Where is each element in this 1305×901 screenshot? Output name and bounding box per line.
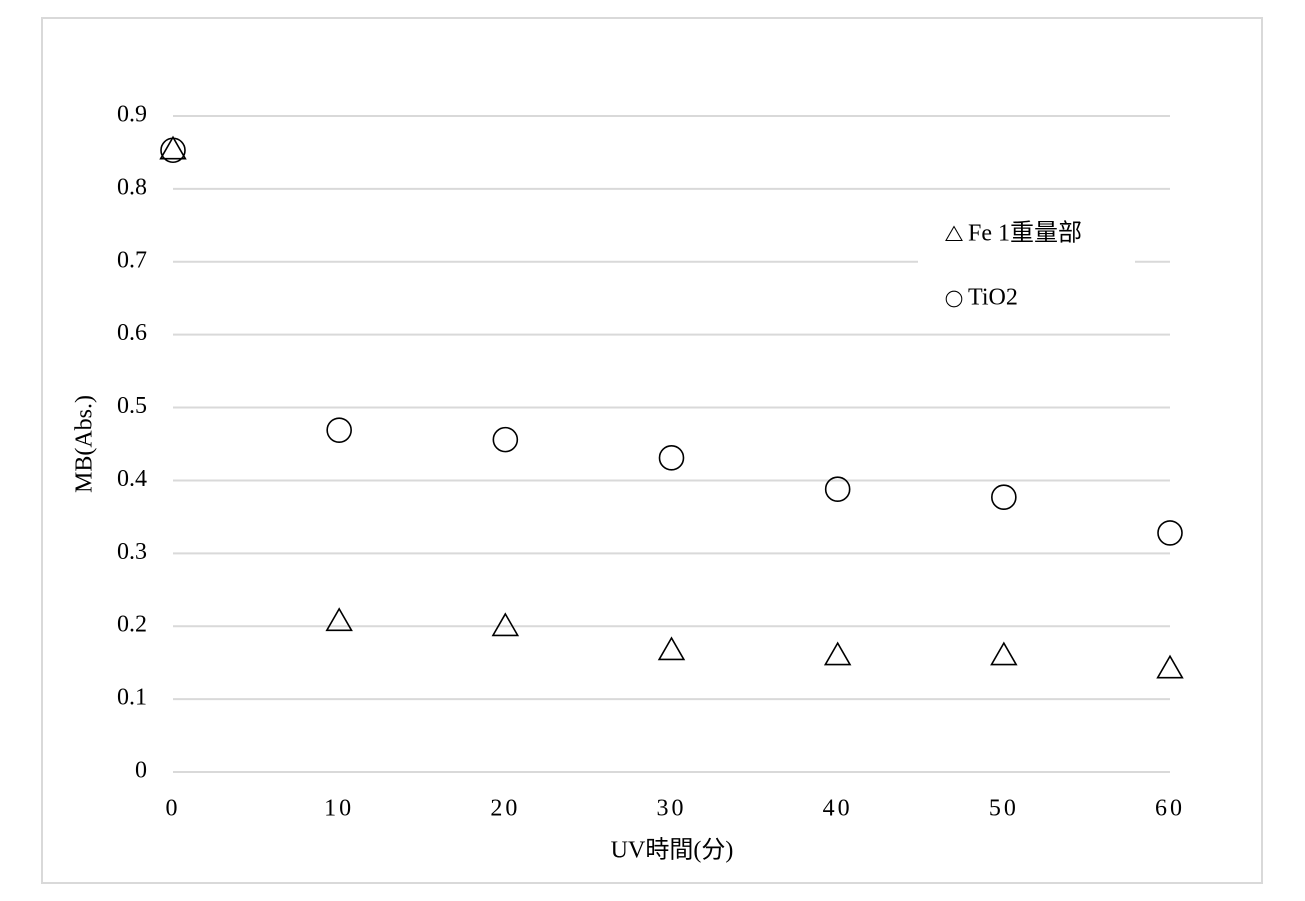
x-tick-label: 50 (989, 796, 1019, 822)
chart-border (42, 18, 1262, 883)
y-tick-label: 0.5 (117, 393, 147, 419)
y-axis-title: MB(Abs.) (72, 395, 98, 493)
x-axis-title: UV時間(分) (611, 837, 734, 864)
x-tick-label: 0 (166, 796, 181, 822)
x-tick-label: 60 (1155, 796, 1185, 822)
y-tick-label: 0.6 (117, 320, 147, 346)
x-tick-label: 30 (657, 796, 687, 822)
y-tick-label: 0.1 (117, 685, 147, 711)
y-tick-label: 0.9 (117, 102, 147, 128)
legend-label: TiO2 (968, 285, 1018, 311)
y-tick-label: 0.7 (117, 247, 147, 273)
x-tick-label: 20 (490, 796, 520, 822)
y-tick-label: 0.8 (117, 174, 147, 200)
y-tick-label: 0.3 (117, 539, 147, 565)
legend-label: Fe 1重量部 (968, 220, 1082, 247)
y-tick-label: 0.2 (117, 612, 147, 638)
y-tick-label: 0.4 (117, 466, 147, 492)
x-tick-label: 40 (823, 796, 853, 822)
chart: UV時間(分) MB(Abs.) 0 0.1 0.2 0.3 0.4 0.5 0.6 0.7 0… (0, 0, 1305, 901)
x-tick-label: 10 (324, 796, 354, 822)
y-tick-label: 0 (135, 758, 147, 784)
